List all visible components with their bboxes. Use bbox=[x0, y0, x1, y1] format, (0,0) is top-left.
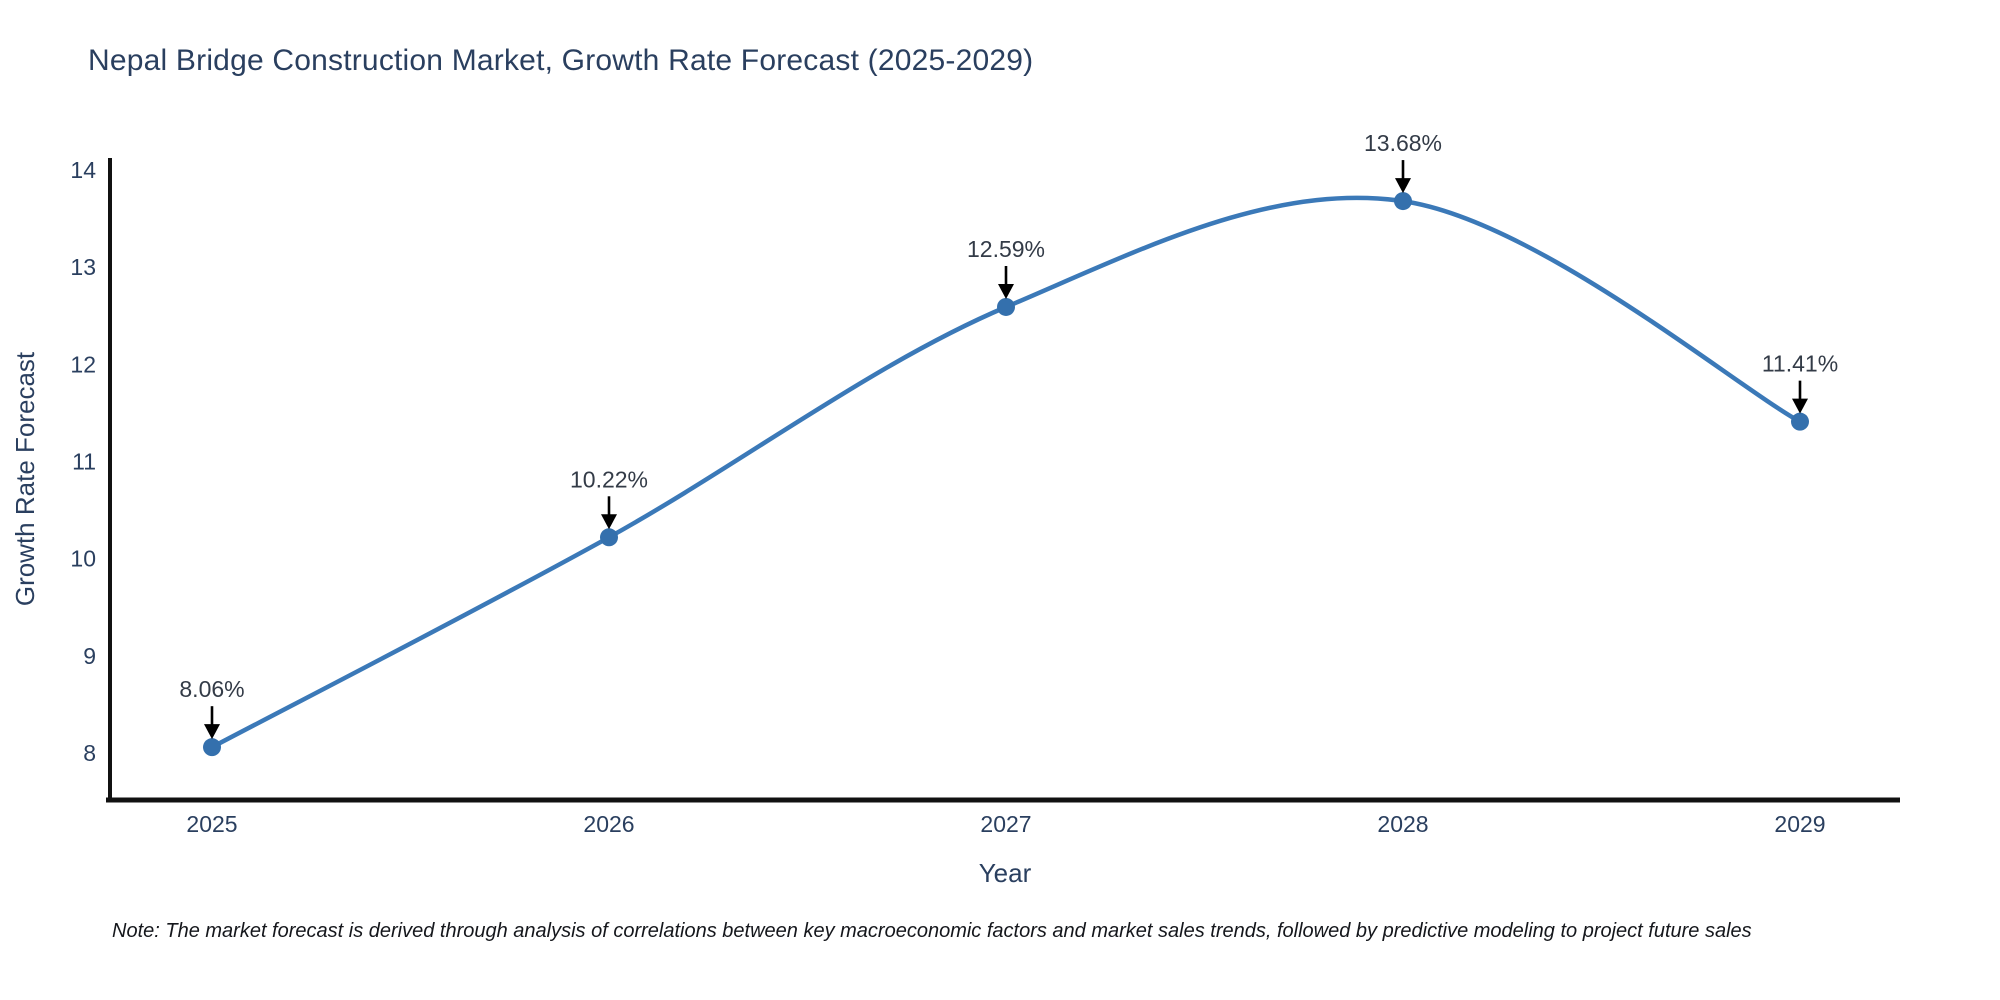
annotation-arrowhead bbox=[204, 724, 220, 740]
footnote: Note: The market forecast is derived thr… bbox=[112, 920, 1752, 942]
x-axis-title: Year bbox=[979, 858, 1032, 888]
x-tick-label: 2029 bbox=[1774, 811, 1825, 837]
annotation-arrowhead bbox=[998, 283, 1014, 299]
y-tick-label: 14 bbox=[70, 157, 96, 183]
data-point-marker bbox=[600, 528, 618, 547]
y-tick-label: 11 bbox=[72, 449, 96, 475]
annotation-label: 11.41% bbox=[1762, 351, 1838, 377]
point-annotation: 11.41% bbox=[1762, 351, 1838, 414]
x-tick-label: 2025 bbox=[186, 811, 237, 837]
point-annotation: 8.06% bbox=[179, 676, 245, 740]
data-point-marker bbox=[997, 297, 1015, 316]
y-tick-label: 12 bbox=[70, 351, 96, 377]
annotation-label: 12.59% bbox=[967, 236, 1045, 262]
chart-title: Nepal Bridge Construction Market, Growth… bbox=[88, 44, 1034, 77]
y-tick-label: 8 bbox=[83, 740, 96, 766]
annotation-label: 10.22% bbox=[570, 466, 648, 492]
data-point-marker bbox=[203, 738, 221, 757]
annotation-arrowhead bbox=[1792, 398, 1808, 414]
y-axis-title: Growth Rate Forecast bbox=[10, 351, 40, 606]
annotation-arrowhead bbox=[1395, 178, 1411, 194]
x-tick-label: 2027 bbox=[980, 811, 1031, 837]
y-tick-label: 13 bbox=[70, 254, 96, 280]
y-tick-label: 9 bbox=[83, 643, 96, 669]
annotation-arrowhead bbox=[601, 514, 617, 530]
annotation-label: 8.06% bbox=[179, 676, 244, 702]
annotation-label: 13.68% bbox=[1364, 130, 1442, 156]
x-tick-label: 2026 bbox=[583, 811, 634, 837]
x-tick-label: 2028 bbox=[1377, 811, 1428, 837]
point-annotation: 13.68% bbox=[1364, 130, 1442, 194]
point-annotation: 10.22% bbox=[570, 466, 648, 530]
y-tick-label: 10 bbox=[70, 546, 96, 572]
data-point-marker bbox=[1394, 192, 1412, 211]
data-point-marker bbox=[1791, 412, 1809, 431]
point-annotation: 12.59% bbox=[967, 236, 1045, 299]
